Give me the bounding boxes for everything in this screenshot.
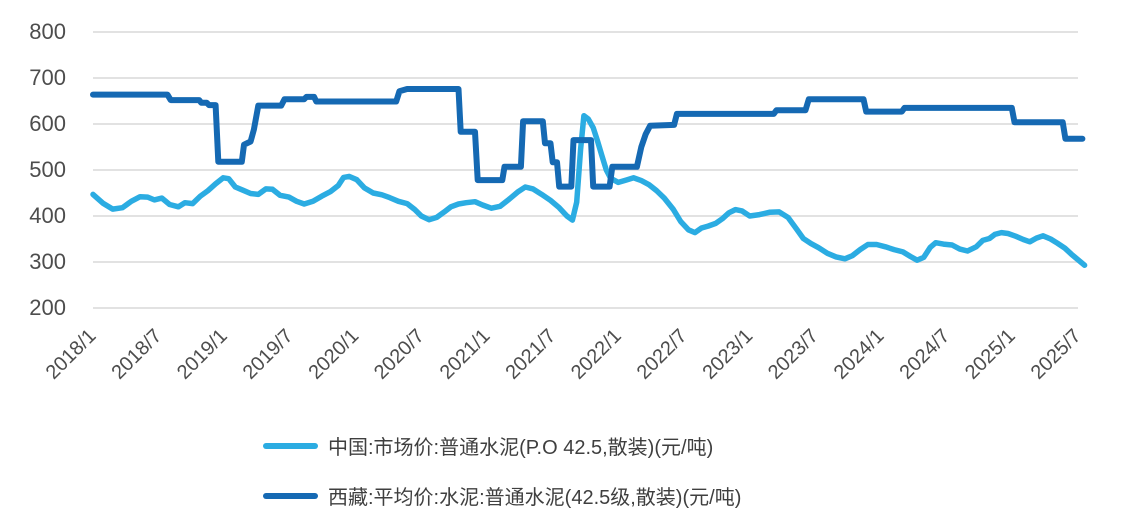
series-line-1 (90, 86, 1086, 190)
tibet-series-swatch (263, 492, 318, 499)
legend: 中国:市场价:普通水泥(P.O 42.5,散装)(元/吨) 西藏:平均价:水泥:… (263, 431, 741, 510)
x-tick-label-2023/1: 2023/1 (698, 325, 757, 384)
y-tick-label-800: 800 (29, 19, 66, 44)
tibet-series-label: 西藏:平均价:水泥:普通水泥(42.5级,散装)(元/吨) (328, 487, 742, 509)
china-series-swatch (263, 442, 318, 449)
x-tick-label-2022/1: 2022/1 (567, 325, 626, 384)
x-tick-label-2021/7: 2021/7 (501, 325, 560, 384)
series-line-0 (90, 112, 1088, 268)
x-tick-label-2024/7: 2024/7 (895, 325, 954, 384)
x-tick-label-2019/7: 2019/7 (239, 325, 298, 384)
y-tick-label-200: 200 (29, 295, 66, 320)
x-tick-label-2025/7: 2025/7 (1027, 325, 1086, 384)
y-tick-label-500: 500 (29, 157, 66, 182)
x-tick-label-2021/1: 2021/1 (436, 325, 495, 384)
x-tick-label-2018/1: 2018/1 (42, 325, 101, 384)
x-tick-label-2020/7: 2020/7 (370, 325, 429, 384)
y-tick-label-400: 400 (29, 203, 66, 228)
y-tick-label-300: 300 (29, 249, 66, 274)
x-tick-label-2025/1: 2025/1 (961, 325, 1020, 384)
legend-item-china: 中国:市场价:普通水泥(P.O 42.5,散装)(元/吨) (263, 431, 741, 460)
china-series-label: 中国:市场价:普通水泥(P.O 42.5,散装)(元/吨) (328, 437, 714, 459)
legend-item-tibet: 西藏:平均价:水泥:普通水泥(42.5级,散装)(元/吨) (263, 481, 741, 510)
x-tick-label-2018/7: 2018/7 (107, 325, 166, 384)
y-tick-label-700: 700 (29, 65, 66, 90)
y-tick-label-600: 600 (29, 111, 66, 136)
x-tick-label-2019/1: 2019/1 (173, 325, 232, 384)
x-tick-label-2023/7: 2023/7 (764, 325, 823, 384)
x-tick-label-2024/1: 2024/1 (830, 325, 889, 384)
x-tick-label-2022/7: 2022/7 (633, 325, 692, 384)
x-tick-label-2020/1: 2020/1 (304, 325, 363, 384)
